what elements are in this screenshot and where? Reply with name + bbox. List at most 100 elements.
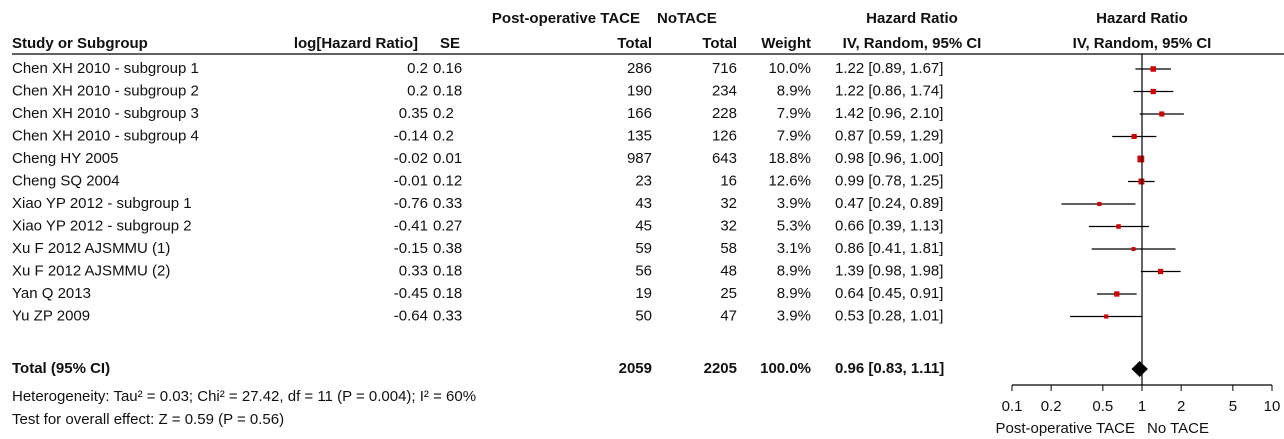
ci-text: 0.98 [0.96, 1.00] xyxy=(835,150,943,167)
total-treated: 59 xyxy=(635,240,652,257)
total-control: 25 xyxy=(720,285,737,302)
se: 0.2 xyxy=(433,127,454,144)
se: 0.18 xyxy=(433,82,462,99)
log-hr: -0.15 xyxy=(394,240,428,257)
estimate xyxy=(1150,66,1156,72)
se: 0.38 xyxy=(433,240,462,257)
total-treated: 135 xyxy=(627,127,652,144)
study-name: Yu ZP 2009 xyxy=(12,307,90,324)
x-tick-label: 10 xyxy=(1264,398,1281,415)
weight: 5.3% xyxy=(777,217,811,234)
header: Total xyxy=(617,35,652,52)
study-name: Chen XH 2010 - subgroup 4 xyxy=(12,127,199,144)
total-control: 58 xyxy=(720,240,737,257)
log-hr: -0.01 xyxy=(394,172,428,189)
log-hr: 0.33 xyxy=(399,262,428,279)
header: IV, Random, 95% CI xyxy=(1073,35,1212,52)
header: NoTACE xyxy=(657,10,717,27)
header: Hazard Ratio xyxy=(1096,10,1188,27)
header: Post-operative TACE xyxy=(492,10,640,27)
x-tick-label: 0.5 xyxy=(1092,398,1113,415)
total-label: Total (95% CI) xyxy=(12,360,110,377)
x-label-right: No TACE xyxy=(1147,420,1209,437)
log-hr: 0.35 xyxy=(399,105,428,122)
estimate xyxy=(1131,133,1137,140)
log-hr: -0.14 xyxy=(394,127,428,144)
study-name: Xu F 2012 AJSMMU (2) xyxy=(12,262,170,279)
study-name: Cheng HY 2005 xyxy=(12,150,118,167)
weight: 3.9% xyxy=(777,195,811,212)
total-control: 16 xyxy=(720,172,737,189)
total-control: 48 xyxy=(720,262,737,279)
heterogeneity: Heterogeneity: Tau² = 0.03; Chi² = 27.42… xyxy=(12,388,476,405)
log-hr: -0.76 xyxy=(394,195,428,212)
x-tick-label: 0.1 xyxy=(1002,398,1023,415)
se: 0.33 xyxy=(433,195,462,212)
se: 0.12 xyxy=(433,172,462,189)
weight: 7.9% xyxy=(777,127,811,144)
total-treated: 50 xyxy=(635,307,652,324)
total-control: 228 xyxy=(712,105,737,122)
log-hr: -0.02 xyxy=(394,150,428,167)
total-control: 32 xyxy=(720,217,737,234)
study-name: Cheng SQ 2004 xyxy=(12,172,120,189)
study-name: Xiao YP 2012 - subgroup 1 xyxy=(12,195,192,212)
total-treated: 45 xyxy=(635,217,652,234)
estimate xyxy=(1150,88,1156,95)
header: Weight xyxy=(761,35,811,52)
total-treated: 2059 xyxy=(619,360,652,377)
header: SE xyxy=(440,35,460,52)
total-treated: 43 xyxy=(635,195,652,212)
estimate xyxy=(1157,268,1164,275)
header: IV, Random, 95% CI xyxy=(843,35,982,52)
estimate xyxy=(1131,247,1136,251)
se: 0.27 xyxy=(433,217,462,234)
total-treated: 19 xyxy=(635,285,652,302)
total-treated: 56 xyxy=(635,262,652,279)
weight: 8.9% xyxy=(777,285,811,302)
x-label-left: Post-operative TACE xyxy=(995,420,1135,437)
header: Study or Subgroup xyxy=(12,35,148,52)
estimate xyxy=(1137,155,1145,163)
total-treated: 987 xyxy=(627,150,652,167)
ci-text: 1.39 [0.98, 1.98] xyxy=(835,262,943,279)
estimate xyxy=(1097,201,1102,207)
weight: 3.9% xyxy=(777,307,811,324)
log-hr: -0.41 xyxy=(394,217,428,234)
total-control: 643 xyxy=(712,150,737,167)
se: 0.33 xyxy=(433,307,462,324)
total-control: 716 xyxy=(712,60,737,77)
weight: 3.1% xyxy=(777,240,811,257)
weight: 12.6% xyxy=(768,172,811,189)
ci-text: 0.64 [0.45, 0.91] xyxy=(835,285,943,302)
total-diamond xyxy=(1131,361,1148,377)
total-weight: 100.0% xyxy=(760,360,811,377)
se: 0.16 xyxy=(433,60,462,77)
se: 0.01 xyxy=(433,150,462,167)
weight: 7.9% xyxy=(777,105,811,122)
estimate xyxy=(1114,291,1120,297)
ci-text: 1.42 [0.96, 2.10] xyxy=(835,105,943,122)
se: 0.2 xyxy=(433,105,454,122)
se: 0.18 xyxy=(433,285,462,302)
ci-text: 1.22 [0.89, 1.67] xyxy=(835,60,943,77)
header: log[Hazard Ratio] xyxy=(294,35,418,52)
x-tick-label: 2 xyxy=(1177,398,1185,415)
study-name: Chen XH 2010 - subgroup 3 xyxy=(12,105,199,122)
ci-text: 1.22 [0.86, 1.74] xyxy=(835,82,943,99)
log-hr: -0.45 xyxy=(394,285,428,302)
study-name: Yan Q 2013 xyxy=(12,285,91,302)
total-treated: 166 xyxy=(627,105,652,122)
estimate xyxy=(1104,314,1109,319)
ci-text: 0.66 [0.39, 1.13] xyxy=(835,217,943,234)
total-control: 47 xyxy=(720,307,737,324)
overall-effect: Test for overall effect: Z = 0.59 (P = 0… xyxy=(12,411,284,428)
ci-text: 0.47 [0.24, 0.89] xyxy=(835,195,943,212)
log-hr: 0.2 xyxy=(407,60,428,77)
study-name: Chen XH 2010 - subgroup 2 xyxy=(12,82,199,99)
weight: 18.8% xyxy=(768,150,811,167)
ci-text: 0.87 [0.59, 1.29] xyxy=(835,127,943,144)
total-ci: 0.96 [0.83, 1.11] xyxy=(835,360,944,377)
x-tick-label: 5 xyxy=(1229,398,1237,415)
